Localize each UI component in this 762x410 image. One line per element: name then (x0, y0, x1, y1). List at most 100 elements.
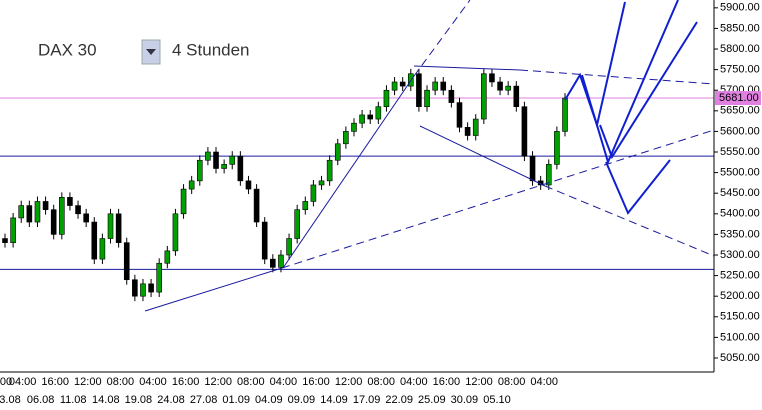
candle-body (489, 73, 495, 83)
y-tick-label: 5050.00 (720, 352, 760, 364)
candle-body (497, 81, 503, 91)
candle-body (34, 201, 41, 223)
y-tick-label: 5300.00 (720, 249, 760, 261)
x-date-label: 14.09 (320, 394, 348, 406)
x-time-label: 04:00 (400, 376, 428, 388)
projection (599, 21, 698, 160)
x-time-label: 16:00 (41, 376, 69, 388)
candle-body (270, 258, 276, 268)
candle-body (205, 151, 211, 161)
candle-body (367, 114, 374, 120)
candle-body (99, 238, 106, 260)
candle-body (424, 89, 430, 107)
x-date-label: 05.10 (483, 394, 511, 406)
x-time-label: 04:00 (9, 376, 37, 388)
candle-body (464, 126, 471, 136)
y-tick-label: 5450.00 (720, 187, 760, 199)
candle-body (172, 213, 179, 252)
y-tick-label: 5650.00 (720, 105, 760, 117)
symbol: DAX 30 (38, 40, 97, 59)
trend-line (419, 125, 546, 187)
x-time-label: 08:00 (498, 376, 526, 388)
x-time-label: 04:00 (139, 376, 167, 388)
candle-body (50, 209, 57, 235)
x-date-label: 11.08 (60, 394, 87, 406)
candle-body (148, 283, 154, 293)
x-time-label: 08:00 (237, 376, 265, 388)
x-time-label: 16:00 (172, 376, 200, 388)
x-date-label: 30.09 (451, 394, 479, 406)
x-date-label: 01.09 (222, 394, 250, 406)
candle-body (123, 242, 130, 281)
x-date-label: 25.09 (418, 394, 446, 406)
candle-body (107, 213, 114, 239)
candle-body (42, 201, 49, 210)
projection (605, 159, 671, 215)
y-tick-label: 5250.00 (720, 270, 760, 282)
candle-body (383, 89, 390, 107)
x-time-label: 04:00 (270, 376, 298, 388)
candle-body (237, 155, 244, 182)
y-tick-label: 5800.00 (720, 43, 760, 55)
candle-body (213, 151, 219, 169)
x-time-label: 12:00 (74, 376, 102, 388)
candle-body (472, 118, 479, 136)
trend-line (519, 69, 715, 85)
x-time-label: 08:00 (367, 376, 395, 388)
candle-body (375, 106, 382, 120)
candle-body (278, 254, 284, 268)
candle-body (18, 205, 25, 219)
candle-body (188, 180, 195, 190)
candle-body (140, 283, 146, 297)
candle-body (245, 180, 252, 190)
candle-body (326, 159, 333, 182)
candle-body (521, 106, 528, 157)
candle-body (26, 205, 33, 223)
x-time-label: 12:00 (335, 376, 363, 388)
candle-body (359, 114, 365, 124)
y-tick-label: 5750.00 (720, 64, 760, 76)
candle-body (156, 262, 163, 293)
candle-body (229, 155, 236, 165)
candle-body (294, 209, 300, 239)
dropdown-arrow (146, 49, 156, 55)
y-tick-label: 5200.00 (720, 290, 760, 302)
candle-body (481, 73, 487, 120)
x-date-label: 06.08 (27, 394, 55, 406)
trend-line (282, 75, 415, 269)
y-tick-label: 5600.00 (720, 125, 760, 137)
candle-body (302, 201, 309, 210)
x-time-label: 00 (0, 376, 12, 388)
trend-line (144, 267, 283, 312)
x-date-label: 04.09 (255, 394, 283, 406)
candle-body (562, 97, 568, 132)
symbol-box: DAX 30 4 Stunden (0, 28, 290, 74)
candle-body (83, 213, 89, 223)
candle-body (505, 85, 511, 91)
x-date-label: 19.08 (125, 394, 153, 406)
candle-body (91, 221, 98, 260)
candle-body (554, 131, 560, 165)
timeframe[interactable]: 4 Stunden (172, 40, 250, 59)
candle-body (334, 143, 341, 161)
candle-body (351, 122, 357, 132)
y-tick-label: 5150.00 (720, 311, 760, 323)
x-time-label: 04:00 (530, 376, 558, 388)
candle-body (448, 89, 455, 103)
x-time-label: 16:00 (302, 376, 330, 388)
candle-body (59, 197, 65, 235)
x-time-label: 12:00 (204, 376, 232, 388)
candle-body (310, 184, 317, 202)
candle-body (391, 81, 398, 91)
candle-body (529, 155, 536, 182)
candle-body (318, 180, 325, 186)
candle-body (432, 81, 438, 91)
trend-line (544, 185, 715, 257)
trend-lines (144, 0, 715, 312)
candle-body (2, 238, 8, 243)
x-date-label: 27.08 (190, 394, 218, 406)
x-date-label: 24.08 (157, 394, 185, 406)
candle-body (343, 131, 349, 145)
y-tick-label: 5850.00 (720, 22, 760, 34)
